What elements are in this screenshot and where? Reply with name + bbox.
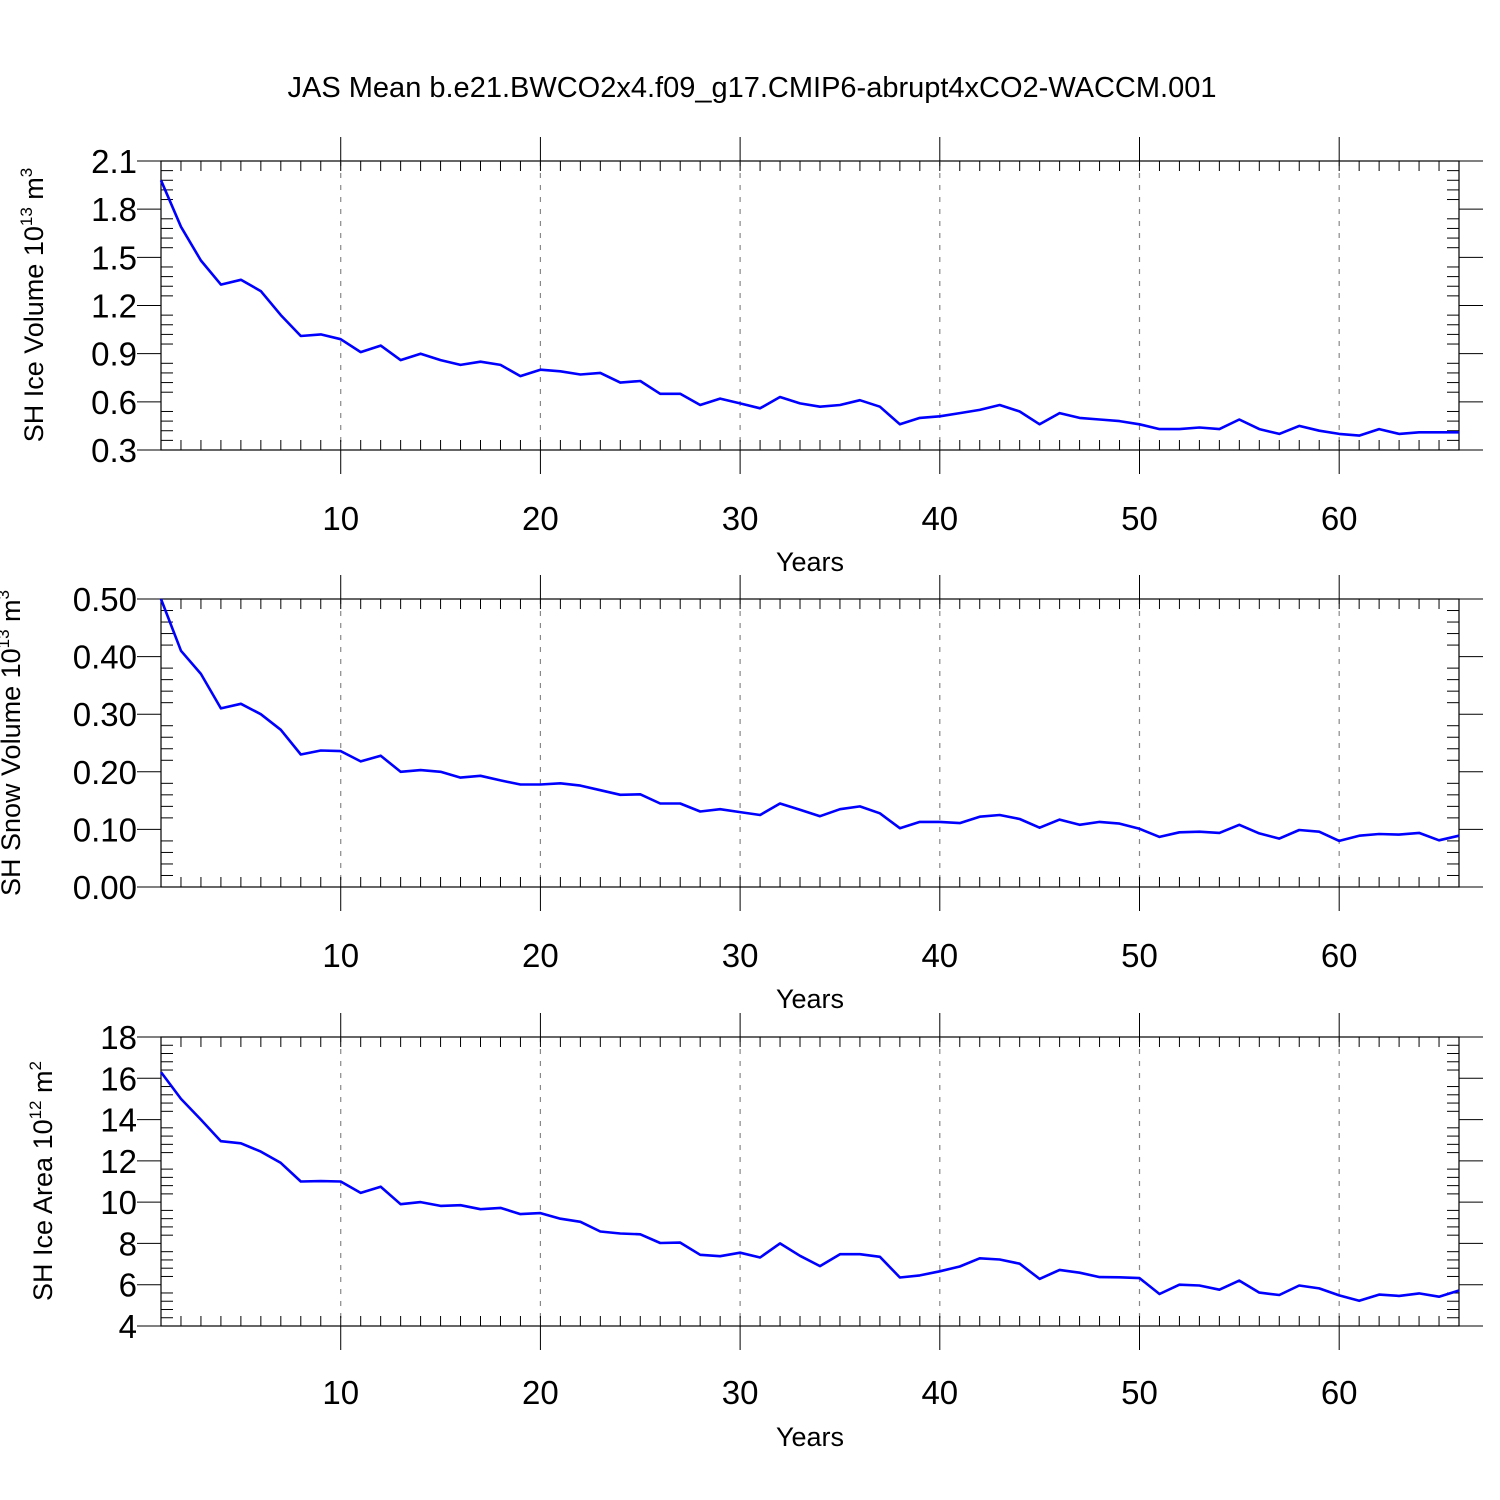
series-line	[159, 598, 1460, 843]
x-tick-label: 50	[1121, 937, 1158, 974]
y-axis-label-text: SH Snow Volume 10	[0, 648, 26, 896]
y-tick-labels: 4 6 8 10 12 14 16 18	[100, 1019, 137, 1345]
panel-snow-volume: 10 20 30 40 50 60 0.00 0.10 0.20 0.30 0.40 0.50 Ye…	[0, 575, 1483, 1014]
axis-ticks	[137, 1013, 1483, 1350]
series-layer	[159, 1071, 1460, 1303]
axis-ticks	[137, 137, 1483, 474]
y-axis-label-text: SH Ice Area 10	[28, 1119, 58, 1301]
y-tick-label: 1.8	[91, 191, 137, 228]
x-tick-labels: 10 20 30 40 50 60	[322, 1374, 1357, 1411]
x-gridlines	[340, 599, 1340, 887]
x-tick-label: 40	[921, 500, 958, 537]
y-tick-label: 4	[119, 1308, 137, 1345]
y-tick-label: 0.30	[73, 696, 137, 733]
y-axis-label-exponent: 13	[17, 207, 36, 226]
y-tick-label: 0.20	[73, 754, 137, 791]
y-tick-label: 0.50	[73, 581, 137, 618]
series-line	[159, 179, 1459, 437]
x-tick-label: 20	[522, 937, 559, 974]
x-tick-label: 10	[322, 1374, 359, 1411]
x-axis-label: Years	[776, 1422, 844, 1452]
y-tick-label: 2.1	[91, 143, 137, 180]
x-tick-label: 10	[322, 500, 359, 537]
panel-ice-volume: 10 20 30 40 50 60 0.3 0.6 0.9 1.2 1.5 1.8 2.1 Years…	[17, 137, 1483, 577]
y-tick-label: 10	[100, 1184, 137, 1221]
axis-ticks	[137, 575, 1483, 911]
x-tick-label: 60	[1321, 1374, 1358, 1411]
y-axis-label: SH Ice Area 1012 m2	[26, 1061, 58, 1301]
y-tick-labels: 0.00 0.10 0.20 0.30 0.40 0.50	[73, 581, 137, 906]
y-axis-label-unit: m	[0, 599, 26, 622]
series-layer	[159, 179, 1459, 437]
x-tick-label: 60	[1321, 500, 1358, 537]
y-axis-label-unit-exponent: 3	[0, 590, 13, 599]
x-tick-label: 30	[722, 1374, 759, 1411]
y-tick-label: 6	[119, 1267, 137, 1304]
x-tick-label: 40	[921, 1374, 958, 1411]
x-tick-label: 20	[522, 500, 559, 537]
x-tick-label: 30	[722, 500, 759, 537]
x-tick-labels: 10 20 30 40 50 60	[322, 937, 1357, 974]
y-axis-label-unit-exponent: 3	[17, 168, 36, 177]
y-axis-label-unit: m	[28, 1070, 58, 1093]
y-tick-label: 0.6	[91, 384, 137, 421]
y-tick-label: 1.2	[91, 288, 137, 325]
y-tick-label: 0.40	[73, 639, 137, 676]
figure-title: JAS Mean b.e21.BWCO2x4.f09_g17.CMIP6-abr…	[288, 72, 1217, 104]
plot-frame	[160, 1036, 1460, 1327]
y-tick-label: 0.10	[73, 811, 137, 848]
x-axis-label: Years	[776, 984, 844, 1014]
y-tick-labels: 0.3 0.6 0.9 1.2 1.5 1.8 2.1	[91, 143, 137, 469]
plot-frame	[160, 598, 1460, 888]
x-tick-label: 60	[1321, 937, 1358, 974]
y-axis-label-unit-exponent: 2	[26, 1061, 45, 1070]
x-tick-labels: 10 20 30 40 50 60	[322, 500, 1357, 537]
y-tick-label: 12	[100, 1143, 137, 1180]
x-axis-label: Years	[776, 547, 844, 577]
x-gridlines	[340, 1037, 1340, 1326]
y-axis-label-exponent: 13	[0, 629, 13, 648]
y-axis-label: SH Ice Volume 1013 m3	[17, 168, 49, 443]
y-tick-label: 0.9	[91, 336, 137, 373]
series-layer	[159, 598, 1460, 843]
x-gridlines	[340, 161, 1340, 450]
x-tick-label: 50	[1121, 500, 1158, 537]
x-tick-label: 20	[522, 1374, 559, 1411]
x-tick-label: 30	[722, 937, 759, 974]
panel-ice-area: 10 20 30 40 50 60 4 6 8 10 12 14 16 18 Years SH Ice …	[26, 1013, 1483, 1452]
series-line	[159, 1071, 1460, 1303]
x-tick-label: 40	[921, 937, 958, 974]
y-axis-label: SH Snow Volume 1013 m3	[0, 590, 26, 896]
y-tick-label: 0.00	[73, 869, 137, 906]
y-tick-label: 16	[100, 1060, 137, 1097]
y-tick-label: 18	[100, 1019, 137, 1056]
y-axis-label-unit: m	[19, 177, 49, 200]
y-tick-label: 8	[119, 1225, 137, 1262]
x-tick-label: 10	[322, 937, 359, 974]
y-tick-label: 1.5	[91, 239, 137, 276]
y-axis-label-exponent: 12	[26, 1100, 45, 1119]
y-tick-label: 0.3	[91, 432, 137, 469]
y-axis-label-text: SH Ice Volume 10	[19, 226, 49, 442]
x-tick-label: 50	[1121, 1374, 1158, 1411]
y-tick-label: 14	[100, 1102, 137, 1139]
plot-frame	[160, 160, 1460, 451]
